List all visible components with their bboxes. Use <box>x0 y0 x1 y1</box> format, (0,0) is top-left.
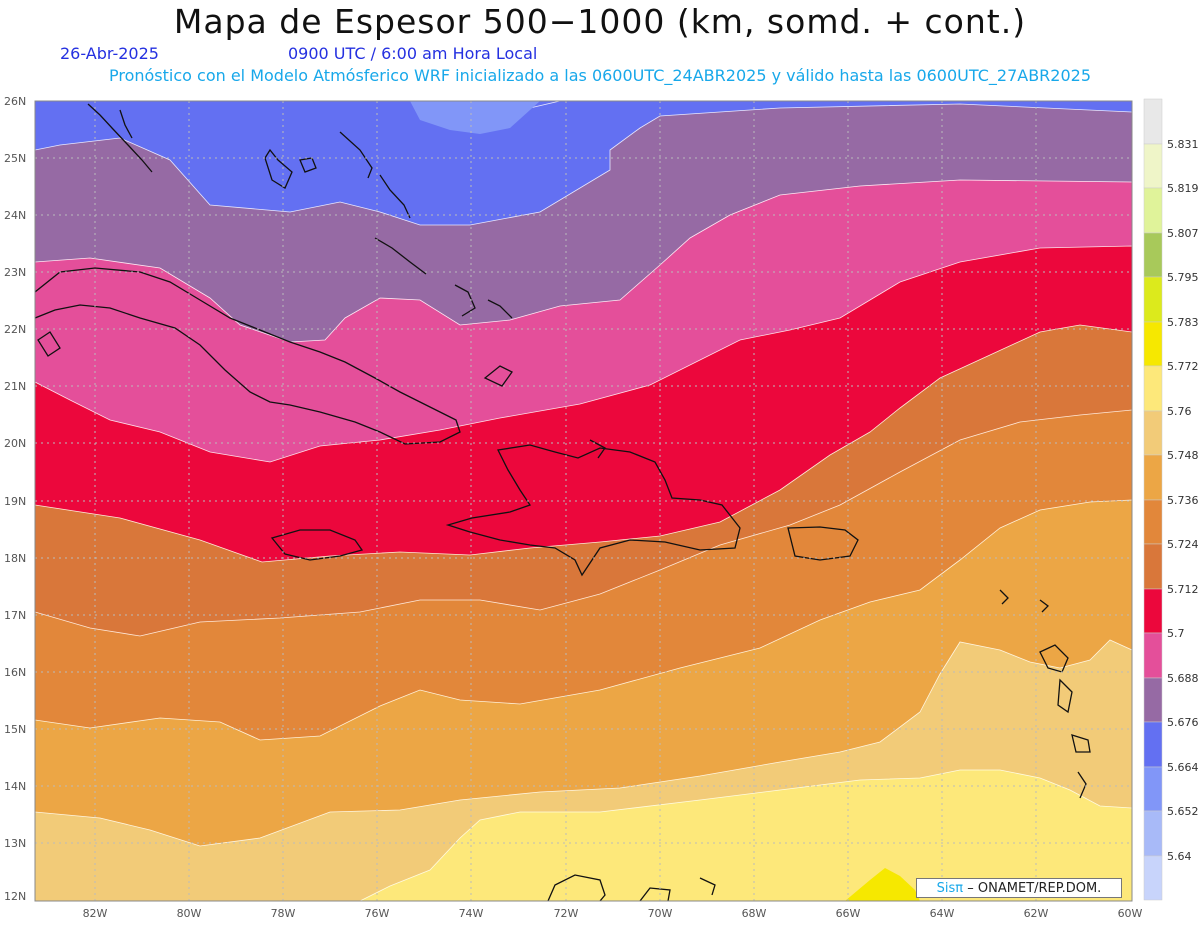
colorbar-swatch-8 <box>1143 454 1163 501</box>
lon-labels: 82W 80W 78W 76W 74W 72W 70W 68W 66W 64W … <box>83 907 1143 920</box>
map-frame <box>34 100 1133 902</box>
lat-label-18n: 18N <box>4 552 26 565</box>
lon-label-64w: 64W <box>930 907 955 920</box>
lat-label-12n: 12N <box>4 890 26 903</box>
colorbar-swatch-15 <box>1143 766 1163 812</box>
colorbar-label-10: 5.712 <box>1167 583 1199 596</box>
graticule <box>35 101 1132 901</box>
colorbar-label-1: 5.819 <box>1167 182 1199 195</box>
lat-label-26n: 26N <box>4 95 26 108</box>
colorbar-label-9: 5.724 <box>1167 538 1199 551</box>
colorbar-swatch-0 <box>1143 98 1163 145</box>
coast-florida <box>87 103 153 173</box>
lon-label-62w: 62W <box>1024 907 1049 920</box>
colorbar: 5.831 5.819 5.807 5.795 5.783 5.772 5.76… <box>1143 98 1199 901</box>
colorbar-label-12: 5.688 <box>1167 672 1199 685</box>
colorbar-label-2: 5.807 <box>1167 227 1199 240</box>
lat-label-16n: 16N <box>4 666 26 679</box>
model-info: Pronóstico con el Modelo Atmósferico WRF… <box>108 66 1091 85</box>
lon-label-74w: 74W <box>459 907 484 920</box>
lat-label-17n: 17N <box>4 609 26 622</box>
colorbar-label-13: 5.676 <box>1167 716 1199 729</box>
lon-label-70w: 70W <box>648 907 673 920</box>
colorbar-label-7: 5.748 <box>1167 449 1199 462</box>
colorbar-swatch-10 <box>1143 543 1163 590</box>
lon-label-60w: 60W <box>1118 907 1143 920</box>
lon-label-66w: 66W <box>836 907 861 920</box>
colorbar-label-5: 5.772 <box>1167 360 1199 373</box>
lon-label-78w: 78W <box>271 907 296 920</box>
colorbar-swatch-4 <box>1143 276 1163 323</box>
lon-label-80w: 80W <box>177 907 202 920</box>
colorbar-swatch-9 <box>1143 499 1163 545</box>
colorbar-label-0: 5.831 <box>1167 138 1199 151</box>
coast-hispaniola <box>445 444 741 577</box>
colorbar-label-15: 5.652 <box>1167 805 1199 818</box>
colorbar-swatch-1 <box>1143 143 1163 189</box>
island-large <box>410 101 540 134</box>
lat-labels: 26N 25N 24N 23N 22N 21N 20N 19N 18N 17N … <box>4 95 26 903</box>
colorbar-swatch-3 <box>1143 232 1163 278</box>
lat-label-21n: 21N <box>4 380 26 393</box>
lon-label-72w: 72W <box>554 907 579 920</box>
colorbar-swatch-17 <box>1143 855 1163 901</box>
colorbar-swatch-13 <box>1143 677 1163 723</box>
colorbar-swatch-11 <box>1143 588 1163 634</box>
credit-brand: Sisπ <box>936 881 964 896</box>
lat-label-14n: 14N <box>4 780 26 793</box>
lon-label-76w: 76W <box>365 907 390 920</box>
colorbar-label-8: 5.736 <box>1167 494 1199 507</box>
coast-puerto-rico <box>787 526 859 561</box>
lat-label-19n: 19N <box>4 495 26 508</box>
forecast-time: 0900 UTC / 6:00 am Hora Local <box>288 44 538 63</box>
colorbar-swatch-16 <box>1143 810 1163 857</box>
colorbar-swatch-5 <box>1143 321 1163 367</box>
colorbar-swatch-14 <box>1143 721 1163 768</box>
lat-label-25n: 25N <box>4 152 26 165</box>
lon-label-82w: 82W <box>83 907 108 920</box>
colorbar-label-3: 5.795 <box>1167 271 1199 284</box>
lat-label-20n: 20N <box>4 437 26 450</box>
colorbar-swatch-2 <box>1143 187 1163 234</box>
credit-box: Sisπ – ONAMET/REP.DOM. <box>916 878 1122 898</box>
colorbar-label-6: 5.76 <box>1167 405 1192 418</box>
colorbar-swatch-6 <box>1143 365 1163 412</box>
lon-label-68w: 68W <box>742 907 767 920</box>
colorbar-label-14: 5.664 <box>1167 761 1199 774</box>
coast-jamaica <box>270 529 364 561</box>
lat-label-15n: 15N <box>4 723 26 736</box>
colorbar-label-11: 5.7 <box>1167 627 1185 640</box>
colorbar-label-16: 5.64 <box>1167 850 1192 863</box>
lat-label-22n: 22N <box>4 323 26 336</box>
colorbar-swatch-12 <box>1143 632 1163 679</box>
lat-label-23n: 23N <box>4 266 26 279</box>
forecast-date: 26-Abr-2025 <box>60 44 159 63</box>
coastlines <box>35 103 1091 901</box>
band-5.76 <box>359 769 1132 901</box>
coast-bahamas <box>264 148 293 189</box>
coast-south-america <box>547 874 606 901</box>
credit-text: – ONAMET/REP.DOM. <box>967 881 1102 896</box>
map-title: Mapa de Espesor 500−1000 (km, somd. + co… <box>173 2 1027 41</box>
lat-label-24n: 24N <box>4 209 26 222</box>
coast-cuba <box>35 267 461 445</box>
band-5.772 <box>845 868 920 901</box>
coast-antilles <box>1039 644 1069 673</box>
colorbar-swatch-7 <box>1143 410 1163 456</box>
colorbar-label-4: 5.783 <box>1167 316 1199 329</box>
lat-label-13n: 13N <box>4 837 26 850</box>
